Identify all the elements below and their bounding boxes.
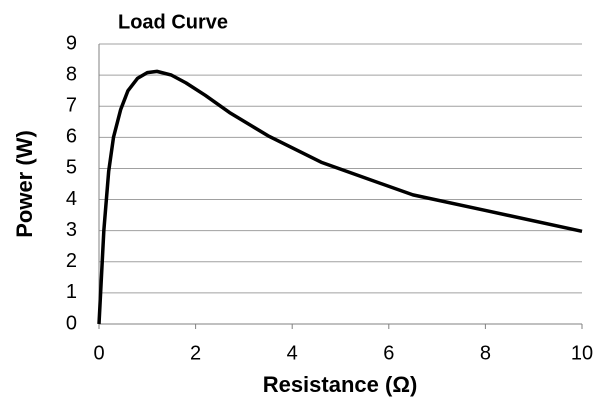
x-tick-label: 2 (190, 342, 201, 364)
y-tick-label: 1 (66, 281, 77, 303)
y-tick-label: 3 (66, 219, 77, 241)
y-tick-label: 5 (66, 157, 77, 179)
y-tick-label: 9 (66, 32, 77, 54)
chart-title: Load Curve (118, 11, 228, 33)
y-tick-label: 0 (66, 312, 77, 334)
y-tick-label: 2 (66, 250, 77, 272)
y-tick-label: 6 (66, 126, 77, 148)
x-tick-label: 0 (93, 342, 104, 364)
y-tick-label: 4 (66, 188, 77, 210)
x-tick-label: 6 (383, 342, 394, 364)
data-line (97, 69, 583, 325)
x-axis-label: Resistance (Ω) (263, 372, 418, 397)
y-axis-label: Power (W) (12, 130, 37, 238)
x-tick-label: 8 (480, 342, 491, 364)
x-tick-label: 4 (287, 342, 298, 364)
y-tick-label: 8 (66, 63, 77, 85)
y-tick-label: 7 (66, 95, 77, 117)
x-tick-label: 10 (571, 342, 593, 364)
